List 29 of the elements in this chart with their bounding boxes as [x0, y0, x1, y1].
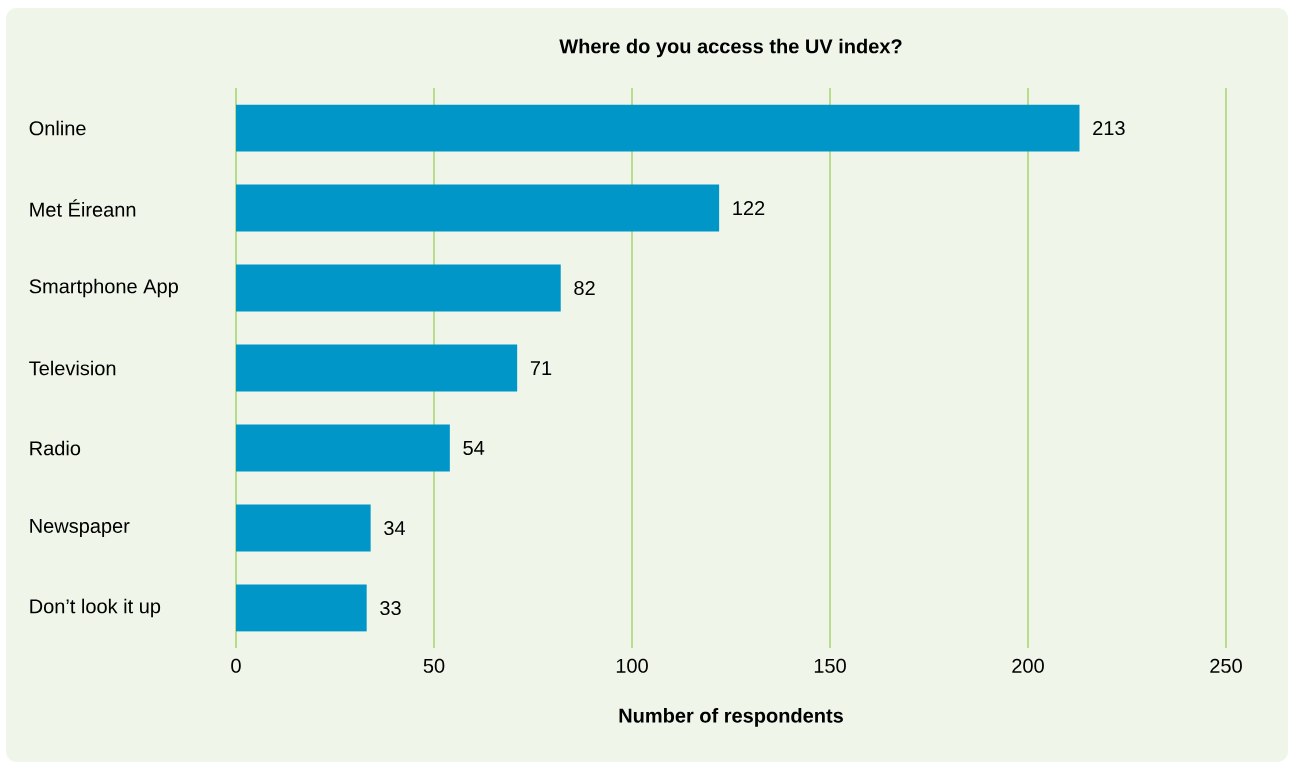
bar: [236, 344, 518, 392]
bar: [236, 504, 371, 552]
data-label: 54: [463, 441, 485, 455]
data-label: 82: [574, 280, 595, 296]
bar: [236, 264, 561, 312]
data-label: 33: [380, 600, 401, 616]
data-label: 34: [384, 520, 406, 536]
bar: [236, 184, 720, 232]
y-tick-label: Newspaper: [30, 519, 130, 537]
x-tick-label: 100: [616, 658, 648, 673]
x-axis-title: Number of respondents: [619, 708, 843, 727]
bar: [236, 424, 450, 472]
bar: [236, 104, 1080, 152]
y-tick-label: Met Éireann: [30, 199, 136, 217]
y-tick-label: Online: [29, 120, 86, 136]
data-label: 71: [530, 361, 552, 375]
x-tick-label: 50: [423, 658, 445, 673]
x-tick-label: 150: [814, 658, 846, 673]
y-tick-label: Smartphone App: [29, 278, 178, 298]
bar: [236, 584, 367, 632]
chart-title: Where do you access the UV index?: [559, 38, 902, 58]
y-tick-label: Television: [29, 360, 116, 376]
x-tick-label: 200: [1012, 658, 1044, 673]
y-tick-label: Radio: [30, 440, 81, 456]
data-label: 122: [733, 201, 765, 215]
x-tick-label: 0: [231, 658, 241, 673]
y-tick-label: Don’t look it up: [30, 598, 161, 618]
x-tick-label: 250: [1210, 658, 1242, 673]
data-label: 213: [1093, 120, 1125, 136]
